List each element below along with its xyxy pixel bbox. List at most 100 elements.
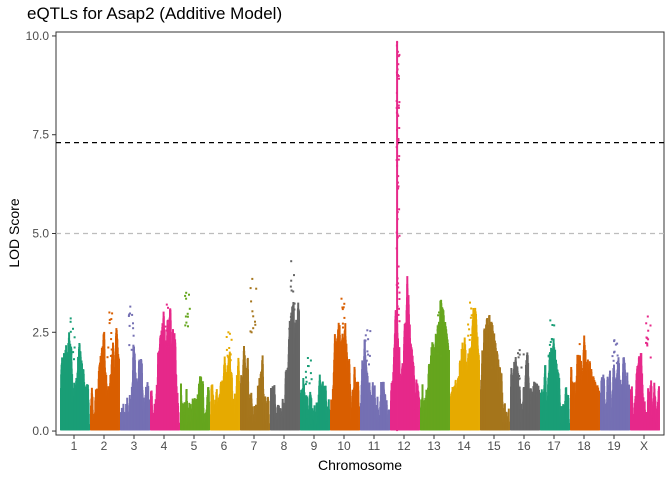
lod-point xyxy=(304,370,307,373)
lod-point xyxy=(614,343,617,346)
lod-point xyxy=(108,318,111,321)
lod-point xyxy=(398,127,401,129)
lod-point xyxy=(368,363,370,366)
lod-point xyxy=(72,327,74,330)
lod-point xyxy=(228,347,231,349)
lod-point xyxy=(328,409,330,431)
lod-point xyxy=(397,75,400,77)
lod-point xyxy=(110,338,113,341)
lod-point xyxy=(341,322,344,325)
lod-point xyxy=(645,341,647,344)
lod-point xyxy=(106,356,109,359)
lod-point xyxy=(177,412,180,431)
lod-point xyxy=(488,351,491,354)
lod-point xyxy=(578,377,581,380)
chromosome-2-points xyxy=(90,311,120,431)
lod-point xyxy=(468,338,471,341)
lod-point xyxy=(550,338,553,340)
chromosome-peak-point xyxy=(251,277,254,280)
lod-point xyxy=(437,314,440,317)
lod-point xyxy=(516,379,519,382)
lod-point xyxy=(367,353,370,356)
threshold-lines xyxy=(56,142,664,235)
lod-point xyxy=(227,356,230,359)
lod-point xyxy=(436,352,439,355)
y-tick-label: 2.5 xyxy=(32,325,49,339)
lod-point xyxy=(448,350,450,431)
lod-point xyxy=(397,265,400,268)
lod-point xyxy=(577,366,580,369)
lod-point xyxy=(646,337,649,340)
lod-point xyxy=(186,315,189,318)
x-tick-label: 6 xyxy=(221,439,228,453)
lod-point xyxy=(507,408,510,431)
lod-point xyxy=(368,354,371,357)
x-tick-label: 15 xyxy=(487,439,501,453)
lod-point xyxy=(108,322,111,325)
lod-point xyxy=(613,364,615,367)
lod-point xyxy=(109,354,112,357)
lod-point xyxy=(148,399,150,431)
lod-point xyxy=(305,380,308,383)
lod-point xyxy=(367,338,370,341)
lod-point xyxy=(343,316,346,319)
lod-point xyxy=(358,406,360,431)
lod-point xyxy=(249,330,252,333)
lod-point xyxy=(397,175,400,178)
lod-point xyxy=(547,355,550,358)
y-axis: 0.0 2.5 5.0 7.5 10.0 xyxy=(26,29,56,438)
chromosome-peak-point xyxy=(646,315,649,318)
chromosome-peak-point xyxy=(306,357,309,359)
lod-point xyxy=(72,351,75,354)
x-tick-label: 17 xyxy=(547,439,561,453)
lod-point xyxy=(310,378,313,381)
lod-point xyxy=(398,298,401,300)
x-tick-label: 19 xyxy=(607,439,621,453)
lod-point xyxy=(165,329,168,332)
lod-point xyxy=(252,327,255,330)
lod-point xyxy=(398,291,401,294)
lod-point xyxy=(397,138,400,140)
lod-point xyxy=(343,302,346,305)
lod-point xyxy=(615,362,618,365)
lod-point xyxy=(341,306,344,309)
lod-point xyxy=(649,324,652,327)
lod-point xyxy=(309,359,312,362)
lod-point xyxy=(184,294,187,297)
x-tick-label: 4 xyxy=(161,439,168,453)
chromosome-8-points xyxy=(270,260,300,431)
chromosome-peak-point xyxy=(108,311,111,314)
lod-point xyxy=(290,279,293,282)
lod-point xyxy=(309,372,312,375)
chromosome-18-points xyxy=(570,335,600,431)
lod-point xyxy=(73,346,76,349)
lod-point xyxy=(293,274,295,277)
lod-point xyxy=(88,424,90,431)
lod-point xyxy=(342,306,345,309)
lod-point xyxy=(489,354,492,357)
lod-point xyxy=(185,321,188,324)
lod-point xyxy=(307,365,309,367)
lod-point xyxy=(397,104,400,107)
x-tick-label: 16 xyxy=(517,439,531,453)
lod-point xyxy=(187,325,189,328)
lod-point xyxy=(645,322,648,325)
lod-point xyxy=(69,330,72,333)
y-tick-label: 0.0 xyxy=(32,424,49,438)
x-tick-label: 10 xyxy=(337,439,351,453)
lod-point xyxy=(487,350,490,353)
chromosome-peak-point xyxy=(469,301,471,304)
lod-point xyxy=(341,308,344,311)
lod-point xyxy=(397,139,400,142)
lod-point xyxy=(397,313,400,316)
lod-point xyxy=(612,359,615,362)
lod-point xyxy=(132,334,135,337)
chromosome-17-points xyxy=(540,319,570,431)
lod-point xyxy=(578,373,581,376)
lod-point xyxy=(467,334,470,337)
lod-point xyxy=(292,290,295,293)
chromosome-4-points xyxy=(150,303,180,431)
lod-point xyxy=(517,378,520,381)
lod-point xyxy=(398,363,400,366)
lod-point xyxy=(226,354,229,357)
